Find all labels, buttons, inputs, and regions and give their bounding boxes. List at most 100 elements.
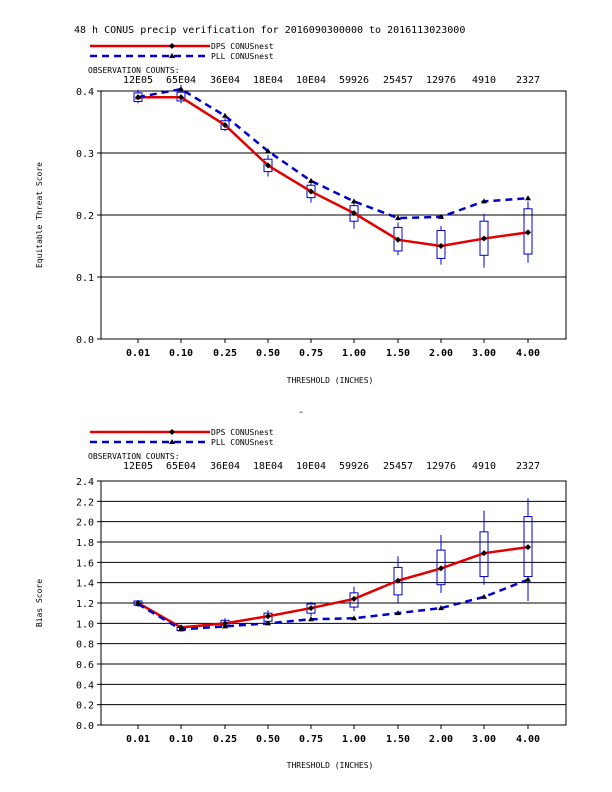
data-point-dps [395, 236, 401, 243]
data-point-dps [438, 565, 444, 572]
y-tick-label: 1.2 [76, 599, 94, 610]
y-tick-label: 0.0 [76, 335, 94, 346]
data-point-dps [525, 229, 531, 236]
data-point-pll [525, 576, 531, 582]
legend-label: PLL CONUSnest [211, 438, 274, 447]
data-point-pll [438, 605, 444, 611]
data-point-pll [351, 615, 357, 621]
y-tick-label: 0.4 [76, 87, 94, 98]
obs-counts-label: OBSERVATION COUNTS: [88, 452, 180, 461]
legend-marker-dps [169, 429, 175, 435]
data-point-pll [135, 601, 141, 607]
obs-count: 25457 [383, 461, 413, 472]
obs-count: 10E04 [296, 461, 326, 472]
obs-count: 36E04 [210, 75, 240, 86]
obs-count: 2327 [516, 461, 540, 472]
obs-count: 59926 [339, 75, 369, 86]
x-tick-label: 4.00 [516, 348, 540, 359]
x-tick-label: 0.50 [256, 348, 280, 359]
legend-marker-pll [169, 439, 175, 444]
legend-marker-pll [169, 53, 175, 58]
obs-count: 10E04 [296, 75, 326, 86]
x-tick-label: 4.00 [516, 734, 540, 745]
y-tick-label: 0.8 [76, 640, 94, 651]
obs-count: 18E04 [253, 75, 283, 86]
x-tick-label: 0.01 [126, 348, 150, 359]
y-tick-label: 2.4 [76, 477, 94, 488]
y-tick-label: 1.0 [76, 619, 94, 630]
x-tick-label: 2.00 [429, 734, 453, 745]
x-tick-label: 1.50 [386, 734, 410, 745]
y-axis-label: Equitable Threat Score [35, 162, 44, 268]
series-line-dps [137, 545, 529, 629]
data-point-dps [178, 94, 184, 101]
x-axis-label: THRESHOLD (INCHES) [287, 376, 374, 385]
data-point-pll [395, 215, 401, 221]
data-point-pll [135, 94, 141, 100]
data-point-dps [222, 620, 228, 627]
data-point-pll [308, 616, 314, 622]
y-tick-label: 1.4 [76, 579, 94, 590]
error-box [523, 208, 533, 255]
error-box [306, 184, 316, 199]
y-tick-label: 0.1 [76, 273, 94, 284]
x-tick-label: 3.00 [472, 734, 496, 745]
x-tick-label: 0.10 [169, 348, 193, 359]
figure-title: 48 h CONUS precip verification for 20160… [74, 25, 465, 36]
data-point-dps [265, 613, 271, 620]
obs-count: 2327 [516, 75, 540, 86]
error-box [263, 158, 273, 173]
x-tick-label: 0.75 [299, 348, 323, 359]
obs-count: 12976 [426, 461, 456, 472]
obs-counts-label: OBSERVATION COUNTS: [88, 66, 180, 75]
data-point-dps [351, 595, 357, 602]
data-point-dps [438, 243, 444, 249]
series-line-dps [138, 95, 529, 248]
error-box [349, 205, 359, 222]
x-tick-label: 1.00 [342, 348, 366, 359]
x-tick-label: 0.01 [126, 734, 150, 745]
obs-count: 12E05 [123, 75, 153, 86]
data-point-pll [222, 112, 228, 118]
obs-count: 25457 [383, 75, 413, 86]
obs-count: 59926 [339, 461, 369, 472]
data-point-dps [481, 550, 487, 557]
data-point-pll [308, 177, 314, 183]
data-point-dps [308, 605, 314, 612]
data-point-pll [265, 620, 271, 626]
x-tick-label: 0.75 [299, 734, 323, 745]
data-point-pll [178, 86, 184, 92]
data-point-dps [481, 235, 487, 242]
data-point-pll [395, 610, 401, 616]
legend-marker-dps [169, 43, 175, 49]
panel-separator: - [298, 407, 304, 418]
data-point-pll [351, 198, 357, 204]
series-line-pll [137, 87, 529, 220]
data-point-pll [265, 148, 271, 154]
x-tick-label: 1.50 [386, 348, 410, 359]
x-tick-label: 0.50 [256, 734, 280, 745]
data-point-dps [308, 188, 314, 195]
y-tick-label: 2.0 [76, 518, 94, 529]
x-tick-label: 1.00 [342, 734, 366, 745]
obs-count: 18E04 [253, 461, 283, 472]
data-point-dps [351, 210, 357, 217]
y-tick-label: 0.3 [76, 149, 94, 160]
data-point-dps [395, 577, 401, 584]
obs-count: 65E04 [166, 75, 196, 86]
x-tick-label: 0.10 [169, 734, 193, 745]
obs-count: 12E05 [123, 461, 153, 472]
data-point-dps [525, 544, 531, 551]
y-tick-label: 0.2 [76, 211, 94, 222]
data-point-dps [265, 162, 271, 169]
obs-count: 4910 [472, 461, 496, 472]
x-axis-label: THRESHOLD (INCHES) [287, 761, 374, 770]
x-tick-label: 0.25 [213, 734, 237, 745]
legend-label: DPS CONUSnest [211, 428, 274, 437]
y-tick-label: 2.2 [76, 497, 94, 508]
obs-count: 4910 [472, 75, 496, 86]
legend-label: DPS CONUSnest [211, 42, 274, 51]
